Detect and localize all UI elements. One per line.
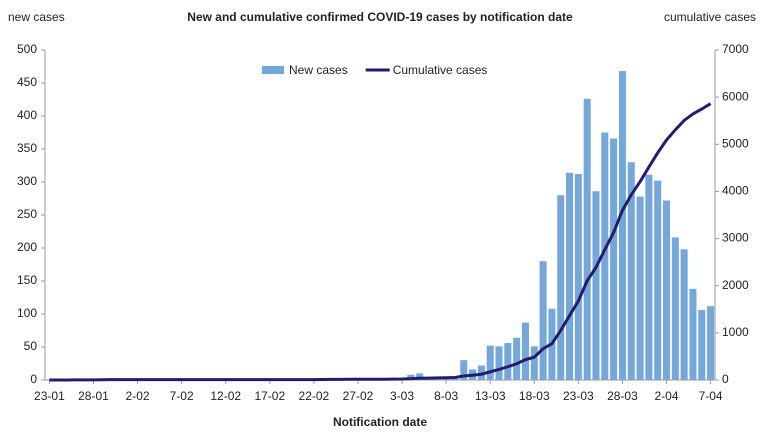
bar [610, 138, 618, 380]
bar [654, 180, 662, 380]
x-tick-label: 12-02 [210, 389, 241, 403]
bar [45, 379, 53, 380]
x-tick-label: 3-03 [390, 389, 414, 403]
bar [495, 346, 503, 380]
bar [566, 172, 574, 380]
bar [557, 195, 565, 380]
y-tick-label: 300 [17, 174, 37, 188]
x-tick-label: 2-02 [126, 389, 150, 403]
y-tick-label: 450 [17, 75, 37, 89]
y2-tick-label: 4000 [722, 184, 749, 198]
bar [662, 200, 671, 380]
x-tick-label: 7-04 [699, 389, 723, 403]
bar [645, 174, 653, 380]
bar [592, 191, 600, 380]
y2-tick-label: 7000 [722, 42, 749, 56]
x-tick-label: 28-03 [607, 389, 638, 403]
y2-axis-title: cumulative cases [664, 10, 756, 24]
bar [539, 261, 547, 380]
y-axis-title: new cases [8, 10, 65, 24]
y-tick-label: 400 [17, 108, 37, 122]
bar [513, 337, 521, 380]
bar [627, 162, 635, 380]
bar [671, 237, 679, 380]
y-tick-label: 200 [17, 240, 37, 254]
x-tick-label: 18-03 [519, 389, 550, 403]
y2-tick-label: 6000 [722, 89, 749, 103]
x-tick-label: 28-01 [78, 389, 109, 403]
y2-tick-label: 3000 [722, 231, 749, 245]
y-tick-label: 150 [17, 273, 37, 287]
x-tick-label: 7-02 [170, 389, 194, 403]
y-tick-label: 250 [17, 207, 37, 221]
x-axis-title: Notification date [333, 415, 427, 429]
legend-label: New cases [289, 63, 348, 77]
bar [574, 174, 582, 380]
y2-tick-label: 0 [722, 372, 729, 386]
chart-title: New and cumulative confirmed COVID-19 ca… [187, 10, 573, 24]
y-tick-label: 500 [17, 42, 37, 56]
y2-tick-label: 2000 [722, 278, 749, 292]
bar [618, 71, 626, 381]
x-tick-label: 8-03 [434, 389, 458, 403]
bar [486, 345, 494, 380]
legend-swatch [262, 66, 284, 74]
y-tick-label: 0 [30, 372, 37, 386]
bar [504, 343, 512, 380]
x-tick-label: 13-03 [475, 389, 506, 403]
x-tick-label: 23-03 [563, 389, 594, 403]
y-tick-label: 100 [17, 306, 37, 320]
y2-tick-label: 1000 [722, 325, 749, 339]
y-tick-label: 350 [17, 141, 37, 155]
bar [583, 98, 591, 380]
line [49, 102, 712, 382]
y-tick-label: 50 [24, 339, 38, 353]
bar [530, 346, 538, 380]
bar [680, 249, 688, 380]
bar [601, 132, 609, 380]
bar [689, 288, 697, 380]
legend-label: Cumulative cases [393, 63, 488, 77]
bar [698, 310, 706, 380]
x-tick-label: 2-04 [654, 389, 678, 403]
bar [636, 196, 644, 380]
x-tick-label: 17-02 [254, 389, 285, 403]
x-tick-label: 22-02 [299, 389, 330, 403]
x-tick-label: 27-02 [343, 389, 374, 403]
bar [521, 322, 529, 380]
bar [416, 373, 424, 380]
y2-tick-label: 5000 [722, 136, 749, 150]
bar [460, 360, 468, 380]
x-tick-label: 23-01 [34, 389, 65, 403]
bar [707, 306, 715, 380]
